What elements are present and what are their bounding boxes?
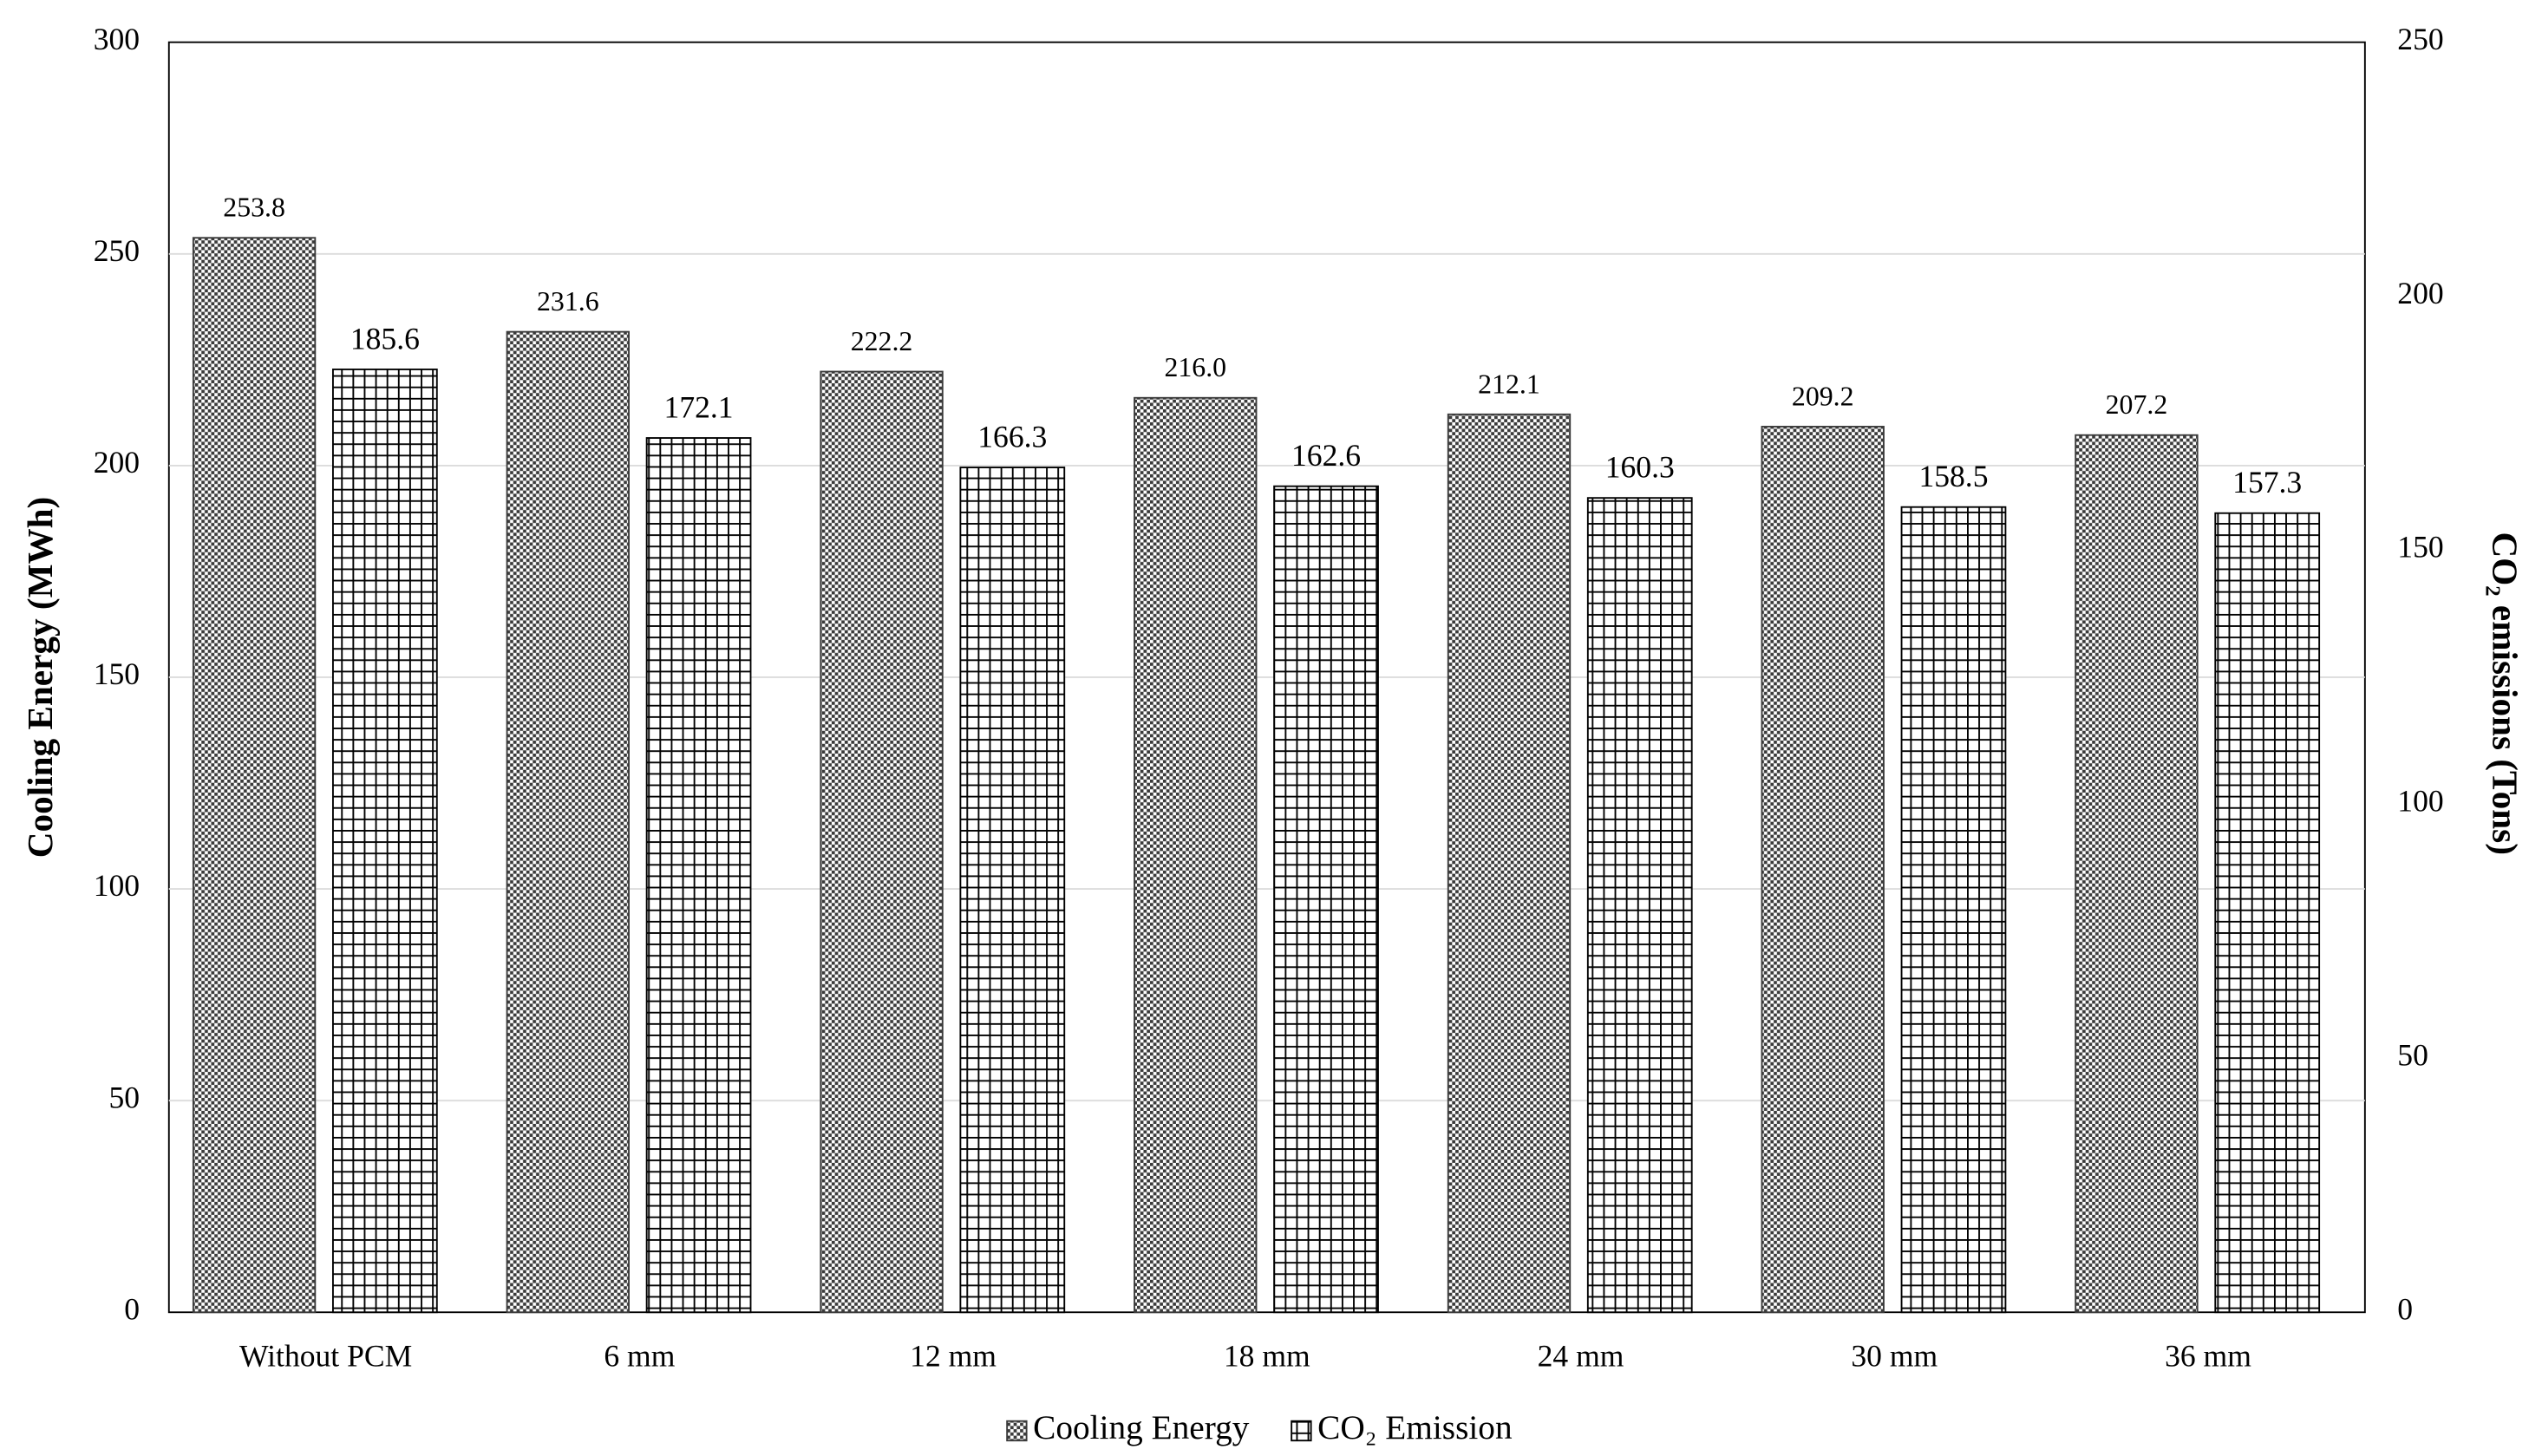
value-label: 207.2	[2106, 389, 2168, 420]
y-tick-label: 300	[94, 22, 140, 56]
y-tick-label: 100	[94, 868, 140, 903]
y2-tick-label: 50	[2397, 1038, 2428, 1073]
value-label: 162.6	[1291, 438, 1361, 473]
y2-tick-label: 250	[2397, 22, 2443, 56]
value-label: 158.5	[1918, 459, 1988, 493]
value-label: 166.3	[977, 419, 1047, 454]
x-tick-label: 6 mm	[604, 1339, 675, 1374]
y2-tick-label: 0	[2397, 1291, 2413, 1326]
bar	[2075, 434, 2199, 1314]
bar	[820, 370, 944, 1314]
bar	[959, 467, 1066, 1314]
y-tick-label: 0	[124, 1291, 140, 1326]
bar	[506, 330, 630, 1314]
bar	[1900, 506, 2007, 1314]
y-tick-label: 50	[108, 1080, 140, 1114]
legend-label: Cooling Energy	[1033, 1408, 1250, 1446]
value-label: 231.6	[537, 286, 599, 317]
y-tick-label: 250	[94, 233, 140, 268]
bar	[1586, 497, 1693, 1314]
value-label: 212.1	[1478, 369, 1540, 399]
x-tick-label: 24 mm	[1538, 1339, 1624, 1374]
y-tick-label: 150	[94, 656, 140, 691]
legend-swatch	[1291, 1420, 1312, 1442]
value-label: 185.6	[350, 321, 420, 356]
value-label: 253.8	[223, 193, 285, 223]
y-tick-label: 200	[94, 445, 140, 480]
y-axis-title: Cooling Energy (MWh)	[20, 497, 61, 858]
bar	[1134, 396, 1258, 1314]
bar	[2214, 512, 2321, 1314]
legend-swatch	[1006, 1420, 1028, 1442]
value-label: 172.1	[664, 389, 734, 424]
value-label: 216.0	[1164, 352, 1226, 382]
bar	[1761, 426, 1885, 1314]
x-tick-label: 12 mm	[910, 1339, 997, 1374]
value-label: 160.3	[1605, 450, 1675, 485]
value-label: 222.2	[851, 326, 913, 356]
y2-tick-label: 100	[2397, 784, 2443, 819]
value-label: 209.2	[1792, 381, 1854, 411]
x-tick-label: 36 mm	[2165, 1339, 2251, 1374]
legend-label: CO₂ Emission	[1317, 1408, 1513, 1446]
bar	[331, 369, 438, 1314]
x-tick-label: 18 mm	[1224, 1339, 1310, 1374]
x-tick-label: Without PCM	[239, 1339, 412, 1374]
bar	[192, 237, 317, 1314]
y2-axis-title: CO₂ emissions (Tons)	[2485, 532, 2526, 854]
y2-tick-label: 150	[2397, 530, 2443, 565]
value-label: 157.3	[2232, 465, 2302, 499]
bar	[645, 437, 752, 1314]
y2-tick-label: 200	[2397, 276, 2443, 310]
bar	[1447, 413, 1572, 1314]
x-tick-label: 30 mm	[1851, 1339, 1938, 1374]
bar	[1273, 485, 1379, 1314]
